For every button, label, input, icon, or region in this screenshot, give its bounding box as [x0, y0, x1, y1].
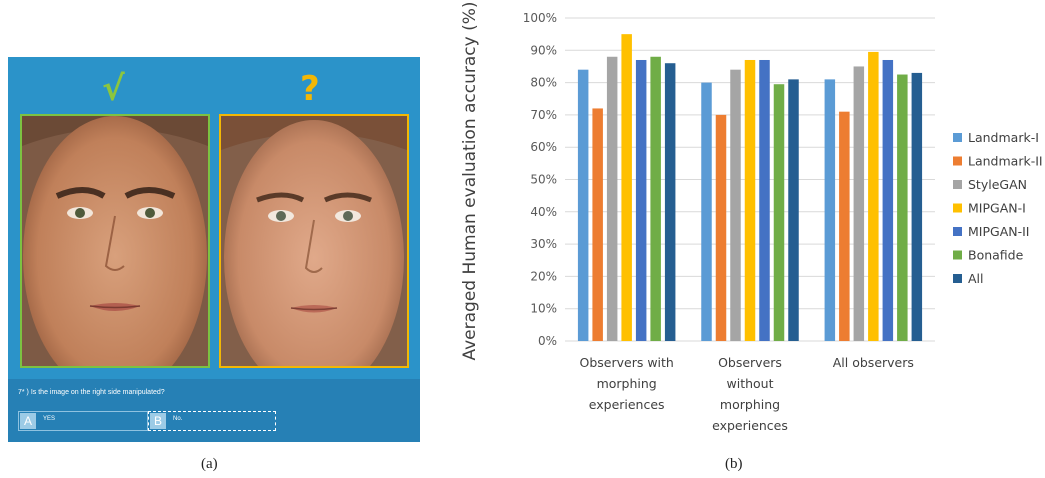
question-mark-icon: ? — [300, 69, 320, 109]
y-tick-label: 60% — [530, 140, 557, 154]
bar — [715, 114, 727, 342]
bar — [788, 79, 799, 342]
bar — [853, 66, 865, 341]
x-category-label: morphing — [720, 397, 780, 412]
chart-bars — [577, 34, 923, 342]
legend-swatch — [953, 203, 962, 213]
x-category-label: Observers — [718, 355, 782, 370]
bar — [868, 51, 879, 341]
answer-no-option[interactable]: B No. — [148, 411, 276, 431]
bar — [744, 59, 756, 342]
bar — [882, 59, 894, 342]
legend-swatch — [953, 274, 962, 283]
legend-label: All — [968, 271, 984, 286]
answer-key-a: A — [20, 413, 36, 429]
legend-label: Bonafide — [968, 248, 1024, 263]
survey-screenshot-panel: √ ? — [8, 57, 420, 442]
caption-a: (a) — [201, 456, 218, 472]
bar — [701, 82, 712, 341]
chart-legend: Landmark-I Landmark-II StyleGAN MIPGAN-I MIP… — [953, 130, 1043, 286]
x-category-label: experiences — [712, 418, 788, 433]
caption-b: (b) — [725, 456, 743, 472]
bar — [911, 72, 923, 341]
legend-swatch — [953, 180, 962, 189]
accuracy-bar-chart: 0% 10% 20% 30% 40% 50% 60% 70% 80% 90% 100% Observ… — [460, 1, 1043, 433]
bar — [839, 111, 850, 341]
y-tick-label: 40% — [530, 205, 557, 219]
x-category-label: experiences — [589, 397, 665, 412]
bar — [635, 59, 647, 342]
x-category-labels: Observers with morphing experiences Observe… — [579, 355, 913, 433]
bar — [650, 56, 661, 341]
y-tick-label: 80% — [530, 76, 557, 90]
y-tick-label: 0% — [538, 334, 557, 348]
question-text: 7* ) Is the image on the right side mani… — [18, 389, 165, 396]
y-axis-label: Averaged Human evaluation accuracy (%) — [460, 1, 480, 360]
bar — [824, 79, 836, 342]
legend-swatch — [953, 227, 962, 236]
y-tick-label: 70% — [530, 108, 557, 122]
legend-label: Landmark-I — [968, 130, 1039, 145]
query-face-image — [219, 114, 409, 368]
y-tick-label: 90% — [530, 43, 557, 57]
bar — [621, 34, 632, 342]
bar — [759, 59, 770, 342]
y-tick-label: 10% — [530, 302, 557, 316]
x-category-label: All observers — [833, 355, 914, 370]
bar — [773, 84, 785, 341]
legend-label: StyleGAN — [968, 177, 1027, 192]
legend-swatch — [953, 133, 962, 142]
bar — [606, 56, 618, 341]
legend-swatch — [953, 156, 962, 166]
answer-text-no: No. — [173, 416, 183, 422]
question-bar: 7* ) Is the image on the right side mani… — [8, 379, 420, 442]
y-tick-label: 30% — [530, 237, 557, 251]
legend-label: MIPGAN-II — [968, 224, 1029, 239]
x-category-label: without — [727, 376, 774, 391]
y-tick-label: 20% — [530, 269, 557, 283]
bar — [592, 108, 603, 341]
legend-label: MIPGAN-I — [968, 201, 1026, 216]
legend-label: Landmark-II — [968, 154, 1043, 169]
answer-yes-option[interactable]: A YES — [18, 411, 148, 431]
answer-text-yes: YES — [43, 416, 56, 422]
bar — [577, 69, 589, 342]
x-category-label: Observers with — [579, 355, 673, 370]
check-mark-icon: √ — [102, 69, 125, 109]
bar — [664, 63, 676, 341]
y-tick-label: 50% — [530, 173, 557, 187]
y-tick-labels: 0% 10% 20% 30% 40% 50% 60% 70% 80% 90% 100% — [523, 11, 557, 348]
x-category-label: morphing — [597, 376, 657, 391]
answer-key-b: B — [150, 413, 166, 429]
legend-swatch — [953, 250, 962, 260]
bonafide-face-image — [20, 114, 210, 368]
bar — [897, 74, 908, 342]
y-tick-label: 100% — [523, 11, 557, 25]
bar — [730, 69, 741, 342]
